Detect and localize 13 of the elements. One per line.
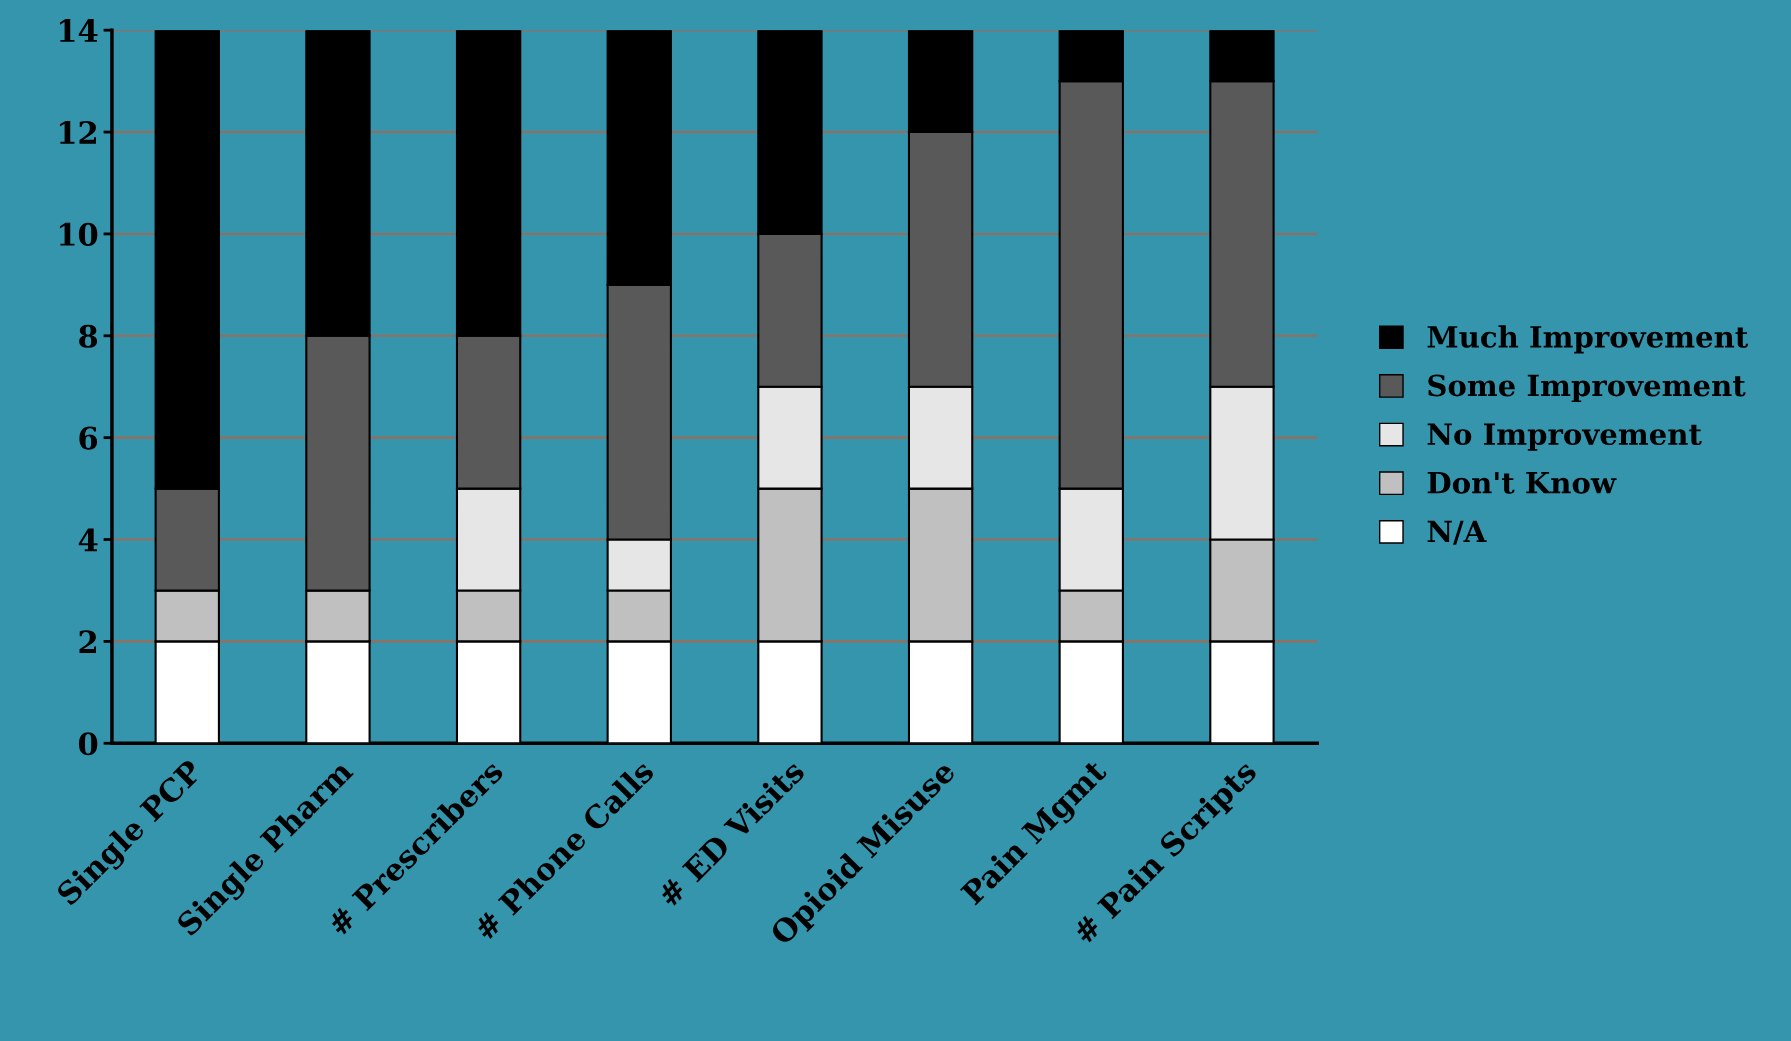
legend-label: Don't Know bbox=[1427, 472, 1617, 494]
y-tick-label: 2 bbox=[79, 630, 96, 654]
y-tick-label: 0 bbox=[78, 732, 98, 756]
y-tick-label: 10 bbox=[59, 222, 98, 246]
y-tick-label: 8 bbox=[79, 324, 98, 348]
legend-label: Much Improvement bbox=[1427, 325, 1749, 354]
y-tick-label: 14 bbox=[59, 19, 98, 42]
y-tick-label: 12 bbox=[59, 120, 96, 144]
legend-label: Some Improvement bbox=[1428, 374, 1746, 403]
legend-label: N/A bbox=[1427, 520, 1487, 545]
y-tick-label: 6 bbox=[79, 426, 98, 450]
legend-label: No Improvement bbox=[1427, 423, 1702, 451]
y-tick-label: 4 bbox=[78, 528, 98, 552]
